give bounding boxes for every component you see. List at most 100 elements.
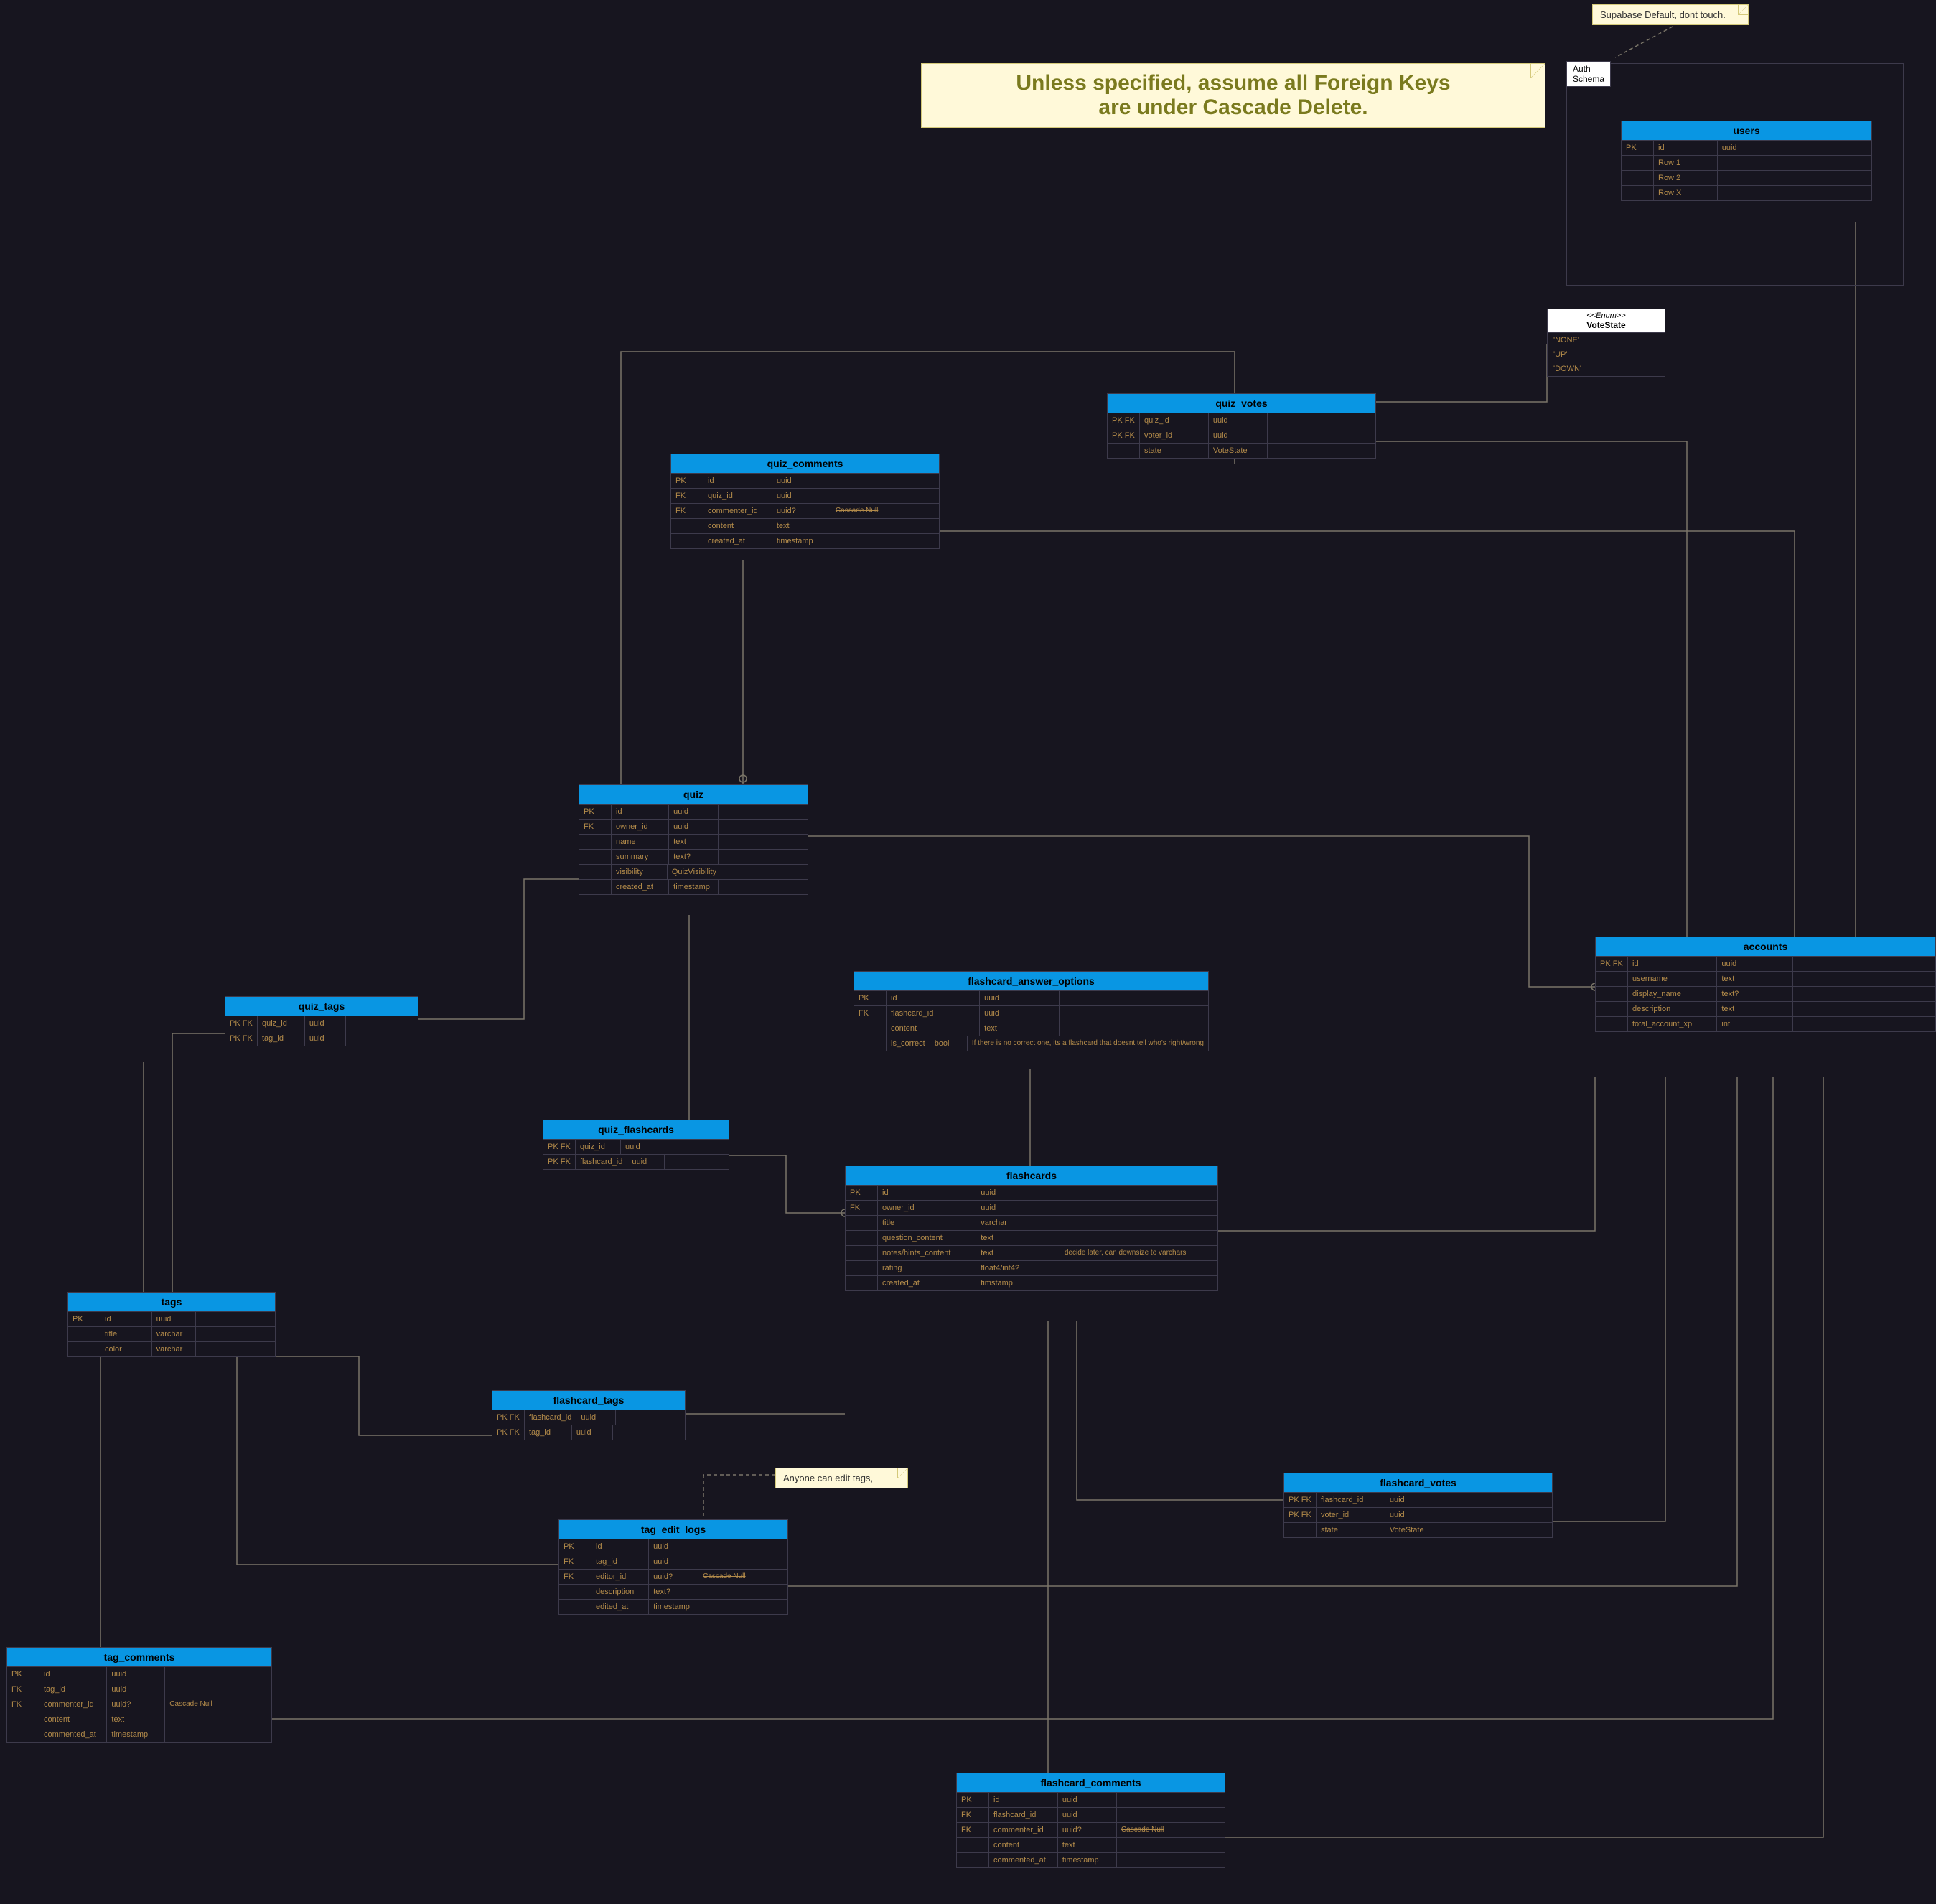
table-row: FKquiz_iduuid [671,489,939,504]
column-name: content [703,519,772,533]
column-key: PK FK [1284,1508,1317,1522]
column-note [1117,1838,1225,1852]
table-row: FKcommenter_iduuid?Cascade Null [957,1823,1225,1838]
table-row: FKflashcard_iduuid [854,1006,1208,1021]
column-type: varchar [152,1342,197,1356]
column-name: description [591,1585,649,1599]
column-type: text [976,1246,1060,1260]
table-row: PKiduuid [846,1186,1217,1201]
column-name: voter_id [1140,428,1209,443]
table-row: colorvarchar [68,1342,275,1356]
column-type: varchar [976,1216,1060,1230]
column-type: uuid [772,474,831,488]
column-name: commented_at [39,1727,107,1742]
column-name: display_name [1628,987,1717,1001]
column-key: FK [579,820,612,834]
column-note [165,1667,271,1682]
column-type: uuid [107,1667,165,1682]
column-type: uuid? [1058,1823,1117,1837]
table-row: PKiduuid [957,1793,1225,1808]
column-name: question_content [878,1231,976,1245]
column-key: PK FK [492,1425,525,1440]
table-row: FKowner_iduuid [846,1201,1217,1216]
table-row: PK FKvoter_iduuid [1284,1508,1552,1523]
column-note [1268,444,1375,458]
column-key: FK [7,1682,39,1697]
column-name: state [1140,444,1209,458]
column-name: edited_at [591,1600,649,1614]
column-type: text? [669,850,719,864]
column-key [846,1231,878,1245]
column-note: decide later, can downsize to varchars [1060,1246,1217,1260]
column-name: flashcard_id [887,1006,980,1021]
column-name: id [100,1312,152,1326]
column-type: uuid [980,1006,1060,1021]
column-key [1596,1002,1628,1016]
column-key [957,1838,989,1852]
column-type: uuid [1058,1793,1117,1807]
table-row: PK FKiduuid [1596,957,1935,972]
column-name: flashcard_id [1317,1493,1385,1507]
column-name: title [100,1327,152,1341]
column-type: int [1717,1017,1793,1031]
column-key: PK [579,805,612,819]
column-note [831,474,939,488]
column-type: uuid [621,1140,660,1154]
column-name: id [878,1186,976,1200]
entity-header: quiz_votes [1107,393,1376,413]
column-type: uuid [576,1410,616,1425]
column-type: text [980,1021,1060,1036]
column-key [559,1585,591,1599]
column-note [346,1016,418,1031]
table-row: created_attimestamp [579,880,808,894]
column-note [616,1410,685,1425]
entity-body: PKiduuidtitlevarcharcolorvarchar [67,1312,276,1357]
entity-body: PKiduuidFKowner_iduuidtitlevarcharquesti… [845,1186,1218,1291]
column-note [1060,1201,1217,1215]
column-note [719,850,808,864]
entity-accounts: accountsPK FKiduuidusernametextdisplay_n… [1595,937,1936,1032]
column-note [165,1727,271,1742]
column-type: uuid? [772,504,831,518]
column-key: FK [957,1808,989,1822]
entity-body: PK FKflashcard_iduuidPK FKvoter_iduuidst… [1283,1493,1553,1538]
table-row: PK FKquiz_iduuid [543,1140,729,1155]
table-row: FKcommenter_iduuid?Cascade Null [7,1697,271,1712]
entity-flashcard_votes: flashcard_votesPK FKflashcard_iduuidPK F… [1283,1473,1553,1538]
table-row: PK FKquiz_iduuid [1108,413,1375,428]
table-row: nametext [579,835,808,850]
table-row: contenttext [957,1838,1225,1853]
entity-quiz_comments: quiz_commentsPKiduuidFKquiz_iduuidFKcomm… [670,454,940,549]
table-row: PKiduuid [68,1312,275,1327]
table-row: PK FKflashcard_iduuid [543,1155,729,1169]
column-key [68,1327,100,1341]
column-note [1772,156,1871,170]
column-name: rating [878,1261,976,1275]
table-row: ratingfloat4/int4? [846,1261,1217,1276]
column-type: timestamp [107,1727,165,1742]
table-row: PK FKflashcard_iduuid [492,1410,685,1425]
column-key [1108,444,1140,458]
column-note [698,1539,787,1554]
column-note [1268,413,1375,428]
table-row: total_account_xpint [1596,1017,1935,1031]
entity-body: PKiduuidRow 1Row 2Row X [1621,141,1872,201]
table-row: notes/hints_contenttextdecide later, can… [846,1246,1217,1261]
column-type: float4/int4? [976,1261,1060,1275]
column-name: id [703,474,772,488]
column-key: PK [1622,141,1654,155]
column-name: created_at [703,534,772,548]
column-key [1622,171,1654,185]
table-row: FKflashcard_iduuid [957,1808,1225,1823]
column-note [1772,171,1871,185]
column-name: username [1628,972,1717,986]
entity-quiz_tags: quiz_tagsPK FKquiz_iduuidPK FKtag_iduuid [225,996,418,1046]
column-name: notes/hints_content [878,1246,976,1260]
table-row: PK FKvoter_iduuid [1108,428,1375,444]
column-type: uuid? [649,1570,698,1584]
column-name: content [39,1712,107,1727]
column-name: id [1654,141,1718,155]
entity-header: flashcard_comments [956,1773,1225,1793]
column-note [1060,1006,1208,1021]
table-row: visibilityQuizVisibility [579,865,808,880]
